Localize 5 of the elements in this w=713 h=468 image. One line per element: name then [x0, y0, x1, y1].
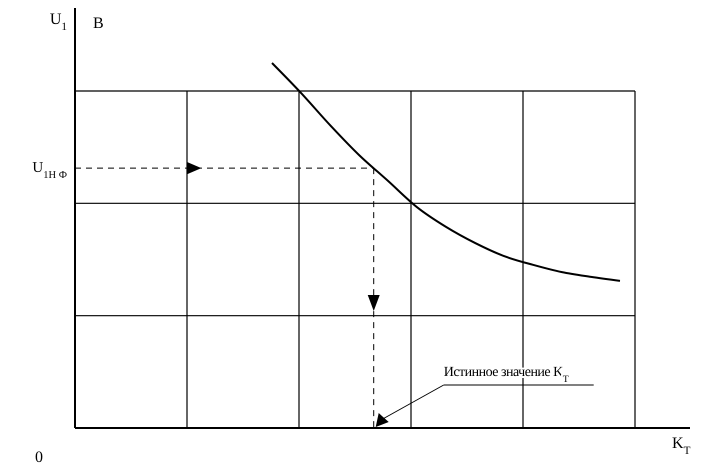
x-axis-title: K$_{T}$	[672, 435, 691, 457]
text: В	[93, 15, 104, 32]
text: 0	[35, 449, 43, 466]
ref-line-label: U$_{1Н Ф}$	[32, 160, 67, 181]
text: U$_{1}$	[50, 11, 67, 33]
